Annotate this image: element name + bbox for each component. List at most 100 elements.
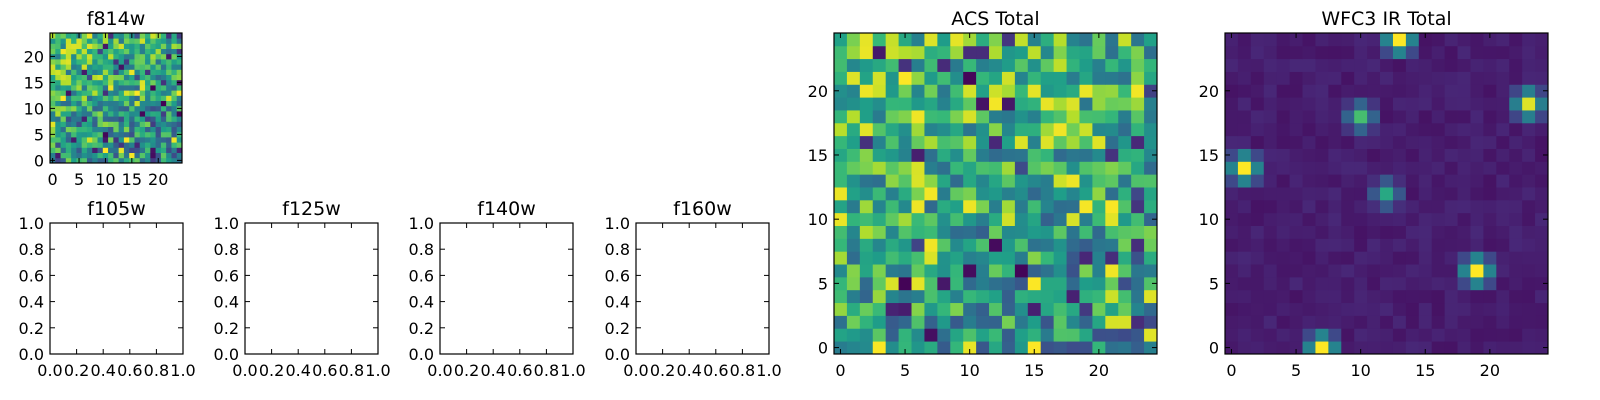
pixel-cell [1250,148,1265,162]
pixel-cell [1066,84,1080,98]
pixel-cell [1079,315,1093,329]
pixel-cell [1225,199,1239,214]
pixel-cell [1263,148,1278,162]
pixel-cell [1066,174,1080,188]
pixel-cell [118,43,125,49]
pixel-cell [1509,276,1523,291]
pixel-cell [92,64,98,70]
pixel-cell [1131,97,1145,111]
pixel-cell [145,126,151,133]
pixel-cell [65,157,72,164]
pixel-cell [1289,84,1303,98]
pixel-cell [1001,264,1016,278]
pixel-cell [129,95,135,101]
pixel-cell [92,111,98,117]
pixel-cell [123,111,130,117]
pixel-cell [1367,302,1381,316]
pixel-cell [1014,199,1029,214]
pixel-cell [1144,199,1158,214]
pixel-cell [1092,264,1106,278]
pixel-cell [1053,97,1067,111]
pixel-cell [160,147,167,153]
y-tick-label: 0.6 [19,266,44,285]
pixel-cell [139,95,146,101]
pixel-cell [1014,97,1029,111]
pixel-cell [937,328,951,342]
pixel-cell [1131,33,1145,47]
pixel-cell [1302,84,1316,98]
pixel-cell [1250,302,1265,316]
pixel-cell [1001,315,1016,329]
pixel-cell [134,137,141,143]
pixel-cell [1483,97,1497,111]
pixel-cell [1001,341,1016,355]
pixel-cell [834,84,848,98]
pixel-cell [1302,251,1316,265]
pixel-cell [139,142,146,148]
pixel-cell [1302,264,1316,278]
pixel-cell [113,142,120,148]
pixel-cell [911,251,925,265]
pixel-cell [97,64,104,70]
pixel-cell [1483,238,1497,252]
pixel-cell [150,121,156,127]
pixel-cell [1431,251,1446,265]
pixel-cell [129,111,135,117]
pixel-cell [1354,58,1368,72]
pixel-cell [71,69,77,75]
pixel-cell [1105,161,1119,175]
pixel-cell [1118,97,1132,111]
y-tick-label: 5 [1209,274,1219,293]
axes-frame [635,222,770,355]
pixel-cell [1509,33,1523,47]
pixel-cell [1131,187,1145,201]
pixel-cell [134,59,141,65]
pixel-cell [1470,199,1484,214]
y-tick-label: 0.2 [214,319,239,338]
pixel-cell [1496,148,1510,162]
pixel-cell [872,174,887,188]
pixel-cell [50,100,56,107]
pixel-cell [123,53,130,60]
pixel-cell [1392,135,1407,149]
pixel-cell [1522,302,1536,316]
pixel-cell [1237,276,1252,291]
pixel-cell [1250,264,1265,278]
pixel-cell [1496,187,1510,201]
pixel-cell [1470,58,1484,72]
pixel-cell [81,90,88,96]
pixel-cell [859,328,874,342]
pixel-cell [1457,84,1471,98]
pixel-cell [1066,341,1080,355]
pixel-cell [171,59,178,65]
pixel-cell [81,79,88,86]
pixel-cell [1341,212,1355,226]
pixel-cell [102,121,109,127]
pixel-cell [1392,110,1407,124]
y-tick-label: 0 [1209,339,1219,358]
pixel-cell [108,38,114,44]
pixel-cell [1092,276,1106,291]
pixel-cell [1496,71,1510,85]
pixel-cell [1144,71,1158,85]
pixel-cell [1276,45,1290,60]
pixel-cell [1509,199,1523,214]
pixel-cell [1053,225,1067,239]
pixel-cell [1250,135,1265,149]
pixel-cell [846,212,861,226]
pixel-cell [1053,161,1067,175]
y-tick-label: 1.0 [19,214,44,233]
pixel-cell [1263,251,1278,265]
pixel-cell [1066,122,1080,137]
pixel-cell [1341,148,1355,162]
pixel-cell [1354,84,1368,98]
pixel-cell [1496,341,1510,355]
pixel-cell [1079,58,1093,72]
pixel-cell [1496,251,1510,265]
pixel-cell [872,328,887,342]
pixel-cell [108,64,114,70]
pixel-cell [1392,84,1407,98]
y-tick-label: 20 [1199,82,1219,101]
pixel-cell [102,53,109,60]
